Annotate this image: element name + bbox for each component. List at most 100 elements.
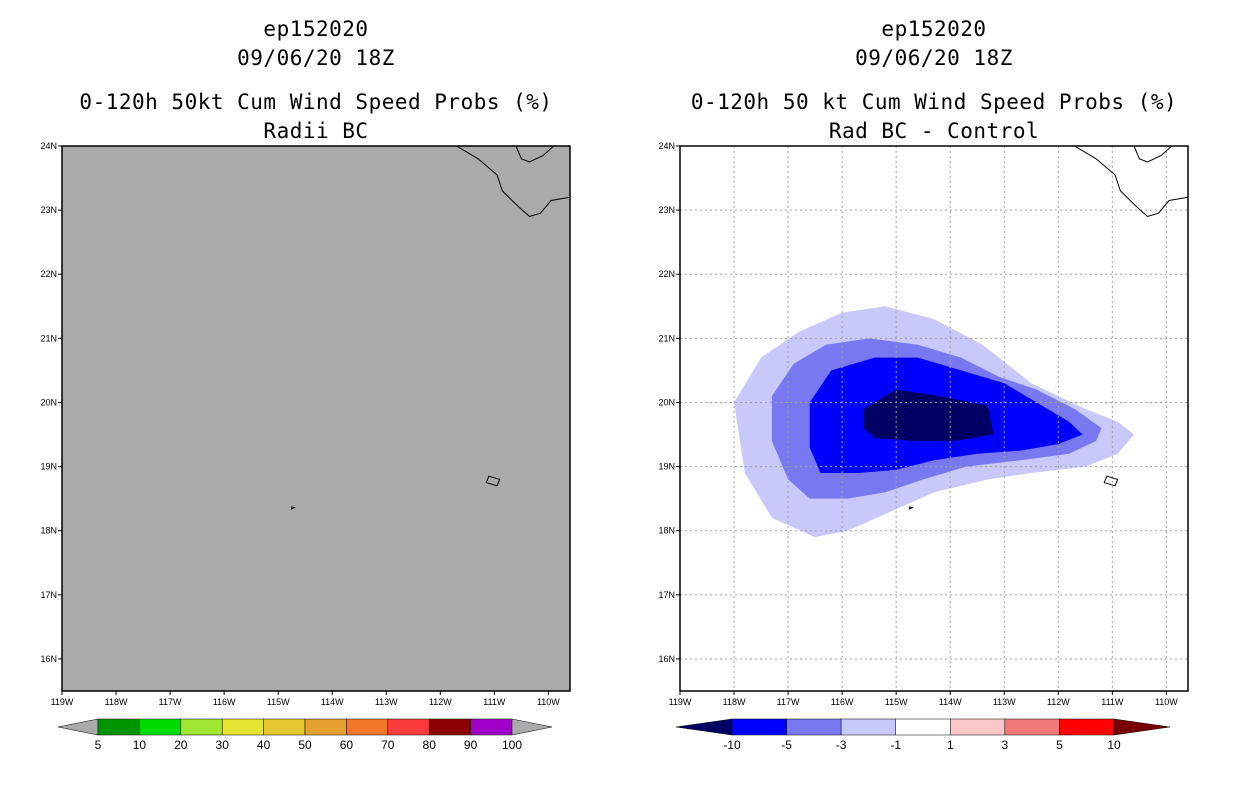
colorbar-swatch <box>346 718 389 736</box>
left-title-subtitle: Radii BC <box>263 119 369 143</box>
colorbar-label: 1 <box>947 738 954 752</box>
right-title-subtitle: Rad BC - Control <box>828 119 1040 143</box>
colorbar-label: 50 <box>298 738 312 752</box>
x-tick-label: 116W <box>831 697 854 707</box>
colorbar-swatch <box>263 718 306 736</box>
right-panel-map: 119W 118W 117W 116W 115W 114W 113W 112W 111W 110W… <box>658 141 1189 707</box>
colorbar-swatch <box>950 718 1006 736</box>
left-title-storm: ep152020 <box>263 17 369 41</box>
colorbar-label: 100 <box>502 738 522 752</box>
y-tick-label: 18N <box>658 526 675 536</box>
y-tick-label: 23N <box>40 205 57 215</box>
x-tick-label: 110W <box>537 697 560 707</box>
left-colorbar: 5 10 20 30 40 50 60 70 80 90 100 <box>57 718 553 752</box>
y-tick-label: 19N <box>658 462 675 472</box>
coastline-clarion-island <box>909 506 914 510</box>
colorbar-label: -1 <box>890 738 901 752</box>
y-tick-label: 20N <box>658 397 675 407</box>
colorbar-label: 20 <box>174 738 188 752</box>
x-tick-label: 115W <box>885 697 908 707</box>
colorbar-swatch <box>840 718 896 736</box>
map-frame <box>61 145 571 692</box>
colorbar-label: 10 <box>133 738 147 752</box>
colorbar-swatch <box>428 718 471 736</box>
x-tick-label: 118W <box>723 697 746 707</box>
x-tick-label: 114W <box>939 697 962 707</box>
colorbar-label: 3 <box>1002 738 1009 752</box>
y-tick-label: 22N <box>40 269 57 279</box>
y-tick-label: 23N <box>658 205 675 215</box>
x-tick-label: 112W <box>429 697 452 707</box>
y-tick-label: 21N <box>40 333 57 343</box>
y-tick-label: 22N <box>658 269 675 279</box>
colorbar-label: 80 <box>423 738 437 752</box>
colorbar-label: 40 <box>257 738 271 752</box>
coastline-socorro-island <box>485 475 501 487</box>
left-panel-map: 119W 118W 117W 116W 115W 114W 113W 112W 111W 110W… <box>40 141 571 707</box>
colorbar-label: 60 <box>340 738 354 752</box>
right-title-date: 09/06/20 18Z <box>855 46 1013 70</box>
map-content <box>680 146 1188 691</box>
y-tick-label: 18N <box>40 526 57 536</box>
coastline-socorro-island <box>1103 475 1119 487</box>
colorbar-label: -10 <box>723 738 741 752</box>
left-title-product: 0-120h 50kt Cum Wind Speed Probs (%) <box>79 90 553 114</box>
colorbar-arrow-low <box>675 718 733 736</box>
x-tick-label: 115W <box>267 697 290 707</box>
colorbar-swatch <box>139 718 182 736</box>
y-tick-label: 24N <box>658 141 675 151</box>
colorbar-label: 10 <box>1107 738 1121 752</box>
x-tick-label: 117W <box>777 697 800 707</box>
map-frame <box>679 145 1189 692</box>
x-tick-label: 119W <box>669 697 692 707</box>
colorbar-label: -5 <box>781 738 792 752</box>
colorbar-label: -3 <box>836 738 847 752</box>
y-tick-label: 16N <box>658 654 675 664</box>
x-tick-label: 111W <box>1101 697 1124 707</box>
y-tick-label: 21N <box>658 333 675 343</box>
x-tick-label: 117W <box>159 697 182 707</box>
colorbar-label: 70 <box>381 738 395 752</box>
y-tick-label: 19N <box>40 462 57 472</box>
colorbar-swatch <box>304 718 347 736</box>
right-colorbar: -10 -5 -3 -1 1 3 5 10 <box>675 718 1171 752</box>
coastline-island-cerralvo <box>1133 146 1173 163</box>
x-tick-label: 112W <box>1047 697 1070 707</box>
colorbar-swatch <box>731 718 787 736</box>
colorbar-swatch <box>180 718 223 736</box>
coastline-mainland-baja <box>1074 146 1188 218</box>
colorbar-arrow-high <box>1113 718 1171 736</box>
x-tick-label: 116W <box>213 697 236 707</box>
coastline-clarion-island <box>291 506 296 510</box>
left-title-date: 09/06/20 18Z <box>237 46 395 70</box>
x-tick-label: 113W <box>375 697 398 707</box>
map-background <box>62 146 570 691</box>
colorbar-swatch <box>470 718 513 736</box>
coastline-mainland-baja <box>456 146 570 218</box>
y-tick-label: 16N <box>40 654 57 664</box>
right-title-product: 0-120h 50 kt Cum Wind Speed Probs (%) <box>690 90 1178 114</box>
right-title-storm: ep152020 <box>881 17 987 41</box>
y-tick-label: 20N <box>40 397 57 407</box>
coastline-island-cerralvo <box>515 146 555 163</box>
x-tick-label: 110W <box>1155 697 1178 707</box>
colorbar-swatch <box>1004 718 1060 736</box>
colorbar-arrow-low <box>57 718 99 736</box>
x-tick-label: 118W <box>105 697 128 707</box>
colorbar-swatch <box>97 718 140 736</box>
x-tick-label: 113W <box>993 697 1016 707</box>
x-tick-label: 111W <box>483 697 506 707</box>
colorbar-swatch <box>786 718 842 736</box>
x-tick-label: 119W <box>51 697 74 707</box>
colorbar-label: 5 <box>1056 738 1063 752</box>
colorbar-swatch <box>221 718 264 736</box>
colorbar-swatch <box>387 718 430 736</box>
x-tick-label: 114W <box>321 697 344 707</box>
y-tick-label: 24N <box>40 141 57 151</box>
colorbar-label: 90 <box>464 738 478 752</box>
map-content <box>291 146 570 510</box>
colorbar-label: 5 <box>95 738 102 752</box>
y-tick-label: 17N <box>658 590 675 600</box>
colorbar-swatch <box>895 718 951 736</box>
